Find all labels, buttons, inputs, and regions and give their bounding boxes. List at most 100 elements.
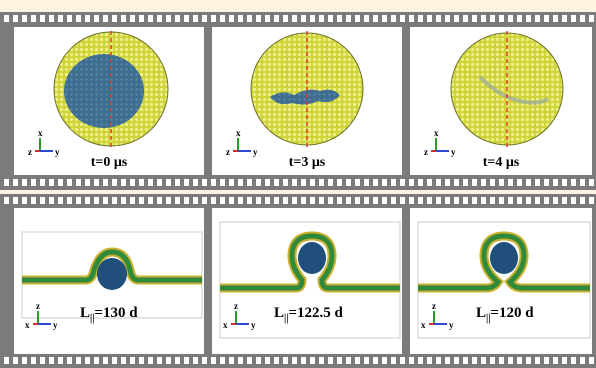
- axis-label-out: x: [223, 320, 228, 330]
- film-perforation-hole: [31, 15, 36, 22]
- film-perforation-hole: [337, 357, 342, 364]
- film-perforation-hole: [490, 15, 495, 22]
- film-perforation-hole: [526, 179, 531, 186]
- film-perforation-hole: [328, 179, 333, 186]
- film-perforation-hole: [103, 357, 108, 364]
- film-perforation-hole: [427, 357, 432, 364]
- film-perforation-hole: [589, 15, 594, 22]
- membrane-cross-section-2: [219, 221, 401, 339]
- film-perforation-hole: [220, 357, 225, 364]
- film-perforation-hole: [193, 197, 198, 204]
- film-perforation-hole: [571, 357, 576, 364]
- axis-label-vertical: x: [236, 128, 241, 138]
- top-panel-frame-2: x z y t=3 μs: [212, 27, 402, 175]
- axis-label-out: x: [25, 320, 30, 330]
- length-value: =122.5 d: [288, 305, 343, 321]
- film-perforation-hole: [310, 197, 315, 204]
- film-perforation-hole: [382, 197, 387, 204]
- film-perforation-hole: [445, 197, 450, 204]
- film-perforation-hole: [283, 197, 288, 204]
- film-perforation-hole: [229, 179, 234, 186]
- film-perforation-hole: [220, 179, 225, 186]
- film-perforation-hole: [121, 15, 126, 22]
- film-perforation-hole: [580, 197, 585, 204]
- film-perforation-hole: [202, 197, 207, 204]
- film-perforation-hole: [589, 179, 594, 186]
- film-perforation-hole: [382, 179, 387, 186]
- film-perforation-hole: [157, 15, 162, 22]
- film-perforation-hole: [40, 15, 45, 22]
- film-perforation-hole: [517, 179, 522, 186]
- axis-triad: z x y: [222, 300, 262, 330]
- film-perforation-hole: [553, 357, 558, 364]
- film-perforation-hole: [562, 15, 567, 22]
- film-perforation-hole: [589, 357, 594, 364]
- film-perforation-hole: [463, 179, 468, 186]
- length-subscript: ||: [90, 313, 95, 324]
- bottom-panel-frame-2: z x y L||=122.5 d: [212, 208, 402, 354]
- membrane-length-label: L||=130 d: [80, 305, 138, 324]
- film-perforation-hole: [571, 197, 576, 204]
- film-perforation-hole: [292, 197, 297, 204]
- film-perforation-hole: [346, 197, 351, 204]
- film-perforation-hole: [346, 179, 351, 186]
- film-perforation-hole: [364, 357, 369, 364]
- film-perforation-hole: [301, 357, 306, 364]
- film-perforation-hole: [445, 15, 450, 22]
- length-symbol: L: [476, 305, 487, 321]
- film-perforation-hole: [49, 179, 54, 186]
- film-perforation-hole: [346, 357, 351, 364]
- film-perforation-hole: [4, 197, 9, 204]
- film-perforation-hole: [553, 197, 558, 204]
- film-perforation-hole: [301, 197, 306, 204]
- film-perforation-hole: [454, 197, 459, 204]
- film-perforation-hole: [490, 197, 495, 204]
- axis-label-horizontal: y: [449, 320, 454, 330]
- film-perforation-hole: [202, 179, 207, 186]
- film-perforation-hole: [94, 357, 99, 364]
- vesicle-top-view-t4: [450, 31, 564, 147]
- film-perforation-row: [0, 354, 596, 368]
- film-perforation-hole: [301, 15, 306, 22]
- film-perforation-hole: [184, 179, 189, 186]
- film-perforation-hole: [463, 357, 468, 364]
- film-perforation-hole: [175, 197, 180, 204]
- film-perforation-hole: [517, 357, 522, 364]
- film-perforation-hole: [121, 179, 126, 186]
- film-perforation-hole: [121, 357, 126, 364]
- film-perforation-hole: [337, 197, 342, 204]
- axis-label-vertical: z: [234, 301, 238, 311]
- film-perforation-hole: [58, 197, 63, 204]
- film-perforation-hole: [526, 357, 531, 364]
- film-perforation-hole: [274, 197, 279, 204]
- axis-triad: x z y: [424, 127, 464, 157]
- film-perforation-hole: [22, 179, 27, 186]
- film-perforation-hole: [13, 15, 18, 22]
- film-perforation-hole: [85, 15, 90, 22]
- time-label: t=4 μs: [482, 155, 520, 170]
- film-perforation-hole: [202, 15, 207, 22]
- film-perforation-hole: [436, 179, 441, 186]
- film-perforation-hole: [427, 15, 432, 22]
- film-perforation-hole: [400, 15, 405, 22]
- film-perforation-hole: [58, 357, 63, 364]
- film-perforation-hole: [58, 15, 63, 22]
- film-perforation-hole: [499, 197, 504, 204]
- film-perforation-hole: [166, 197, 171, 204]
- film-perforation-hole: [256, 179, 261, 186]
- membrane-length-label: L||=122.5 d: [274, 305, 343, 324]
- film-perforation-hole: [265, 179, 270, 186]
- membrane-cross-section-1: [21, 231, 203, 319]
- film-perforation-hole: [454, 15, 459, 22]
- film-perforation-hole: [4, 15, 9, 22]
- film-perforation-hole: [112, 357, 117, 364]
- film-perforation-hole: [85, 357, 90, 364]
- film-perforation-hole: [4, 179, 9, 186]
- film-perforation-hole: [67, 197, 72, 204]
- film-perforation-hole: [526, 197, 531, 204]
- film-perforation-hole: [94, 179, 99, 186]
- film-perforation-hole: [184, 15, 189, 22]
- film-perforation-hole: [40, 357, 45, 364]
- film-perforation-hole: [157, 357, 162, 364]
- film-perforation-hole: [283, 179, 288, 186]
